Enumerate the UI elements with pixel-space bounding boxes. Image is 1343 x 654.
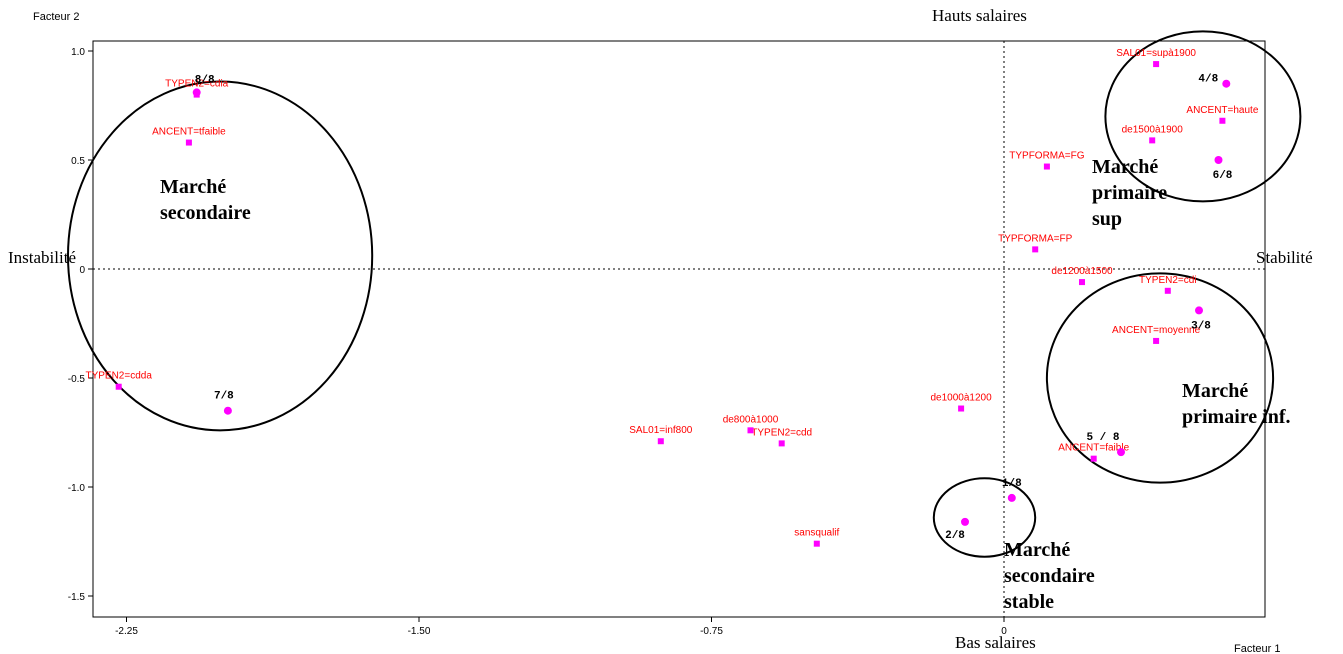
group-label: 6/8: [1213, 170, 1233, 182]
modality-point: [1219, 117, 1226, 124]
region-label: Marché: [1004, 539, 1070, 561]
modality-point: [1090, 455, 1097, 462]
region-ellipse: [67, 80, 374, 432]
modality-point: [813, 540, 820, 547]
modality-point: [1149, 137, 1156, 144]
x-tick-label: -0.75: [700, 626, 723, 637]
y-tick-label: -0.5: [68, 374, 86, 385]
group-point: [1222, 79, 1231, 88]
region-label: Marché: [1182, 380, 1248, 402]
group-point: [1007, 493, 1016, 502]
modality-label: TYPFORMA=FG: [1009, 151, 1085, 162]
x-tick-label: -2.25: [115, 626, 138, 637]
group-point: [961, 517, 969, 526]
axis-pole-left: Instabilité: [8, 248, 76, 267]
region-ellipse: [1104, 30, 1302, 203]
modality-point: [747, 427, 754, 434]
modality-label: TYPEN2=cdda: [85, 371, 152, 382]
modality-label: SAL01=inf800: [629, 425, 693, 436]
group-label: 4/8: [1198, 74, 1218, 86]
region-label: secondaire: [1004, 565, 1095, 587]
modality-point: [1153, 61, 1160, 68]
modality-label: de800à1000: [723, 414, 779, 425]
group-label: 5 / 8: [1086, 432, 1119, 444]
modality-label: ANCENT=faible: [1058, 443, 1129, 454]
modality-point: [657, 438, 664, 445]
modality-point: [1032, 246, 1039, 253]
group-point: [223, 406, 232, 415]
region-ellipse: [932, 477, 1037, 558]
axis-pole-right: Stabilité: [1256, 248, 1313, 267]
modality-label: ANCENT=moyenne: [1112, 325, 1201, 336]
region-label: Marché: [160, 176, 226, 198]
modality-point: [1153, 337, 1160, 344]
modality-label: TYPEN2=cdd: [751, 427, 812, 438]
modality-point: [958, 405, 965, 412]
x-tick-label: 0: [1001, 626, 1007, 637]
modality-point: [1043, 163, 1050, 170]
group-point: [1195, 306, 1203, 315]
modality-label: de1200à1500: [1051, 266, 1113, 277]
modality-label: TYPEN2=cdi: [1139, 275, 1197, 286]
region-label: sup: [1092, 208, 1122, 230]
modality-label: TYPEN2=cdia: [165, 79, 229, 90]
x-tick-label: -1.50: [408, 626, 431, 637]
group-label: 7/8: [214, 391, 234, 403]
y-tick-label: -1.5: [68, 592, 86, 603]
group-label: 1/8: [1002, 478, 1022, 490]
region-label: secondaire: [160, 202, 251, 224]
group-label: 3/8: [1191, 320, 1211, 332]
modality-point: [115, 383, 122, 390]
y-tick-label: 0.5: [71, 156, 85, 167]
y-axis-label: Facteur 2: [33, 11, 79, 23]
axis-pole-bottom: Bas salaires: [955, 633, 1036, 652]
modality-label: ANCENT=tfaible: [152, 127, 226, 138]
modality-label: SAL01=supà1900: [1116, 48, 1196, 59]
region-label: primaire: [1092, 182, 1167, 204]
region-label: primaire inf.: [1182, 406, 1291, 428]
group-point: [1214, 156, 1223, 164]
group-label: 8/8: [195, 74, 215, 86]
region-label: Marché: [1092, 156, 1158, 178]
x-axis-label: Facteur 1: [1234, 643, 1280, 654]
modality-label: ANCENT=haute: [1186, 105, 1258, 116]
modality-point: [778, 440, 785, 447]
modality-label: sansqualif: [794, 528, 839, 539]
region-ellipse: [1045, 272, 1275, 484]
modality-point: [1164, 287, 1171, 294]
modality-point: [1079, 279, 1085, 286]
modality-label: TYPFORMA=FP: [998, 233, 1073, 244]
modality-label: de1000à1200: [931, 393, 993, 404]
axis-pole-top: Hauts salaires: [932, 6, 1027, 25]
plot-frame: [92, 40, 1266, 618]
group-point: [192, 88, 201, 97]
y-tick-label: -1.0: [68, 483, 86, 494]
group-point: [1117, 448, 1125, 457]
y-tick-label: 1.0: [71, 47, 85, 58]
region-label: stable: [1004, 591, 1054, 613]
group-label: 2/8: [945, 530, 965, 542]
modality-point: [185, 139, 192, 146]
y-tick-label: 0: [79, 265, 85, 276]
modality-label: de1500à1900: [1122, 124, 1184, 135]
